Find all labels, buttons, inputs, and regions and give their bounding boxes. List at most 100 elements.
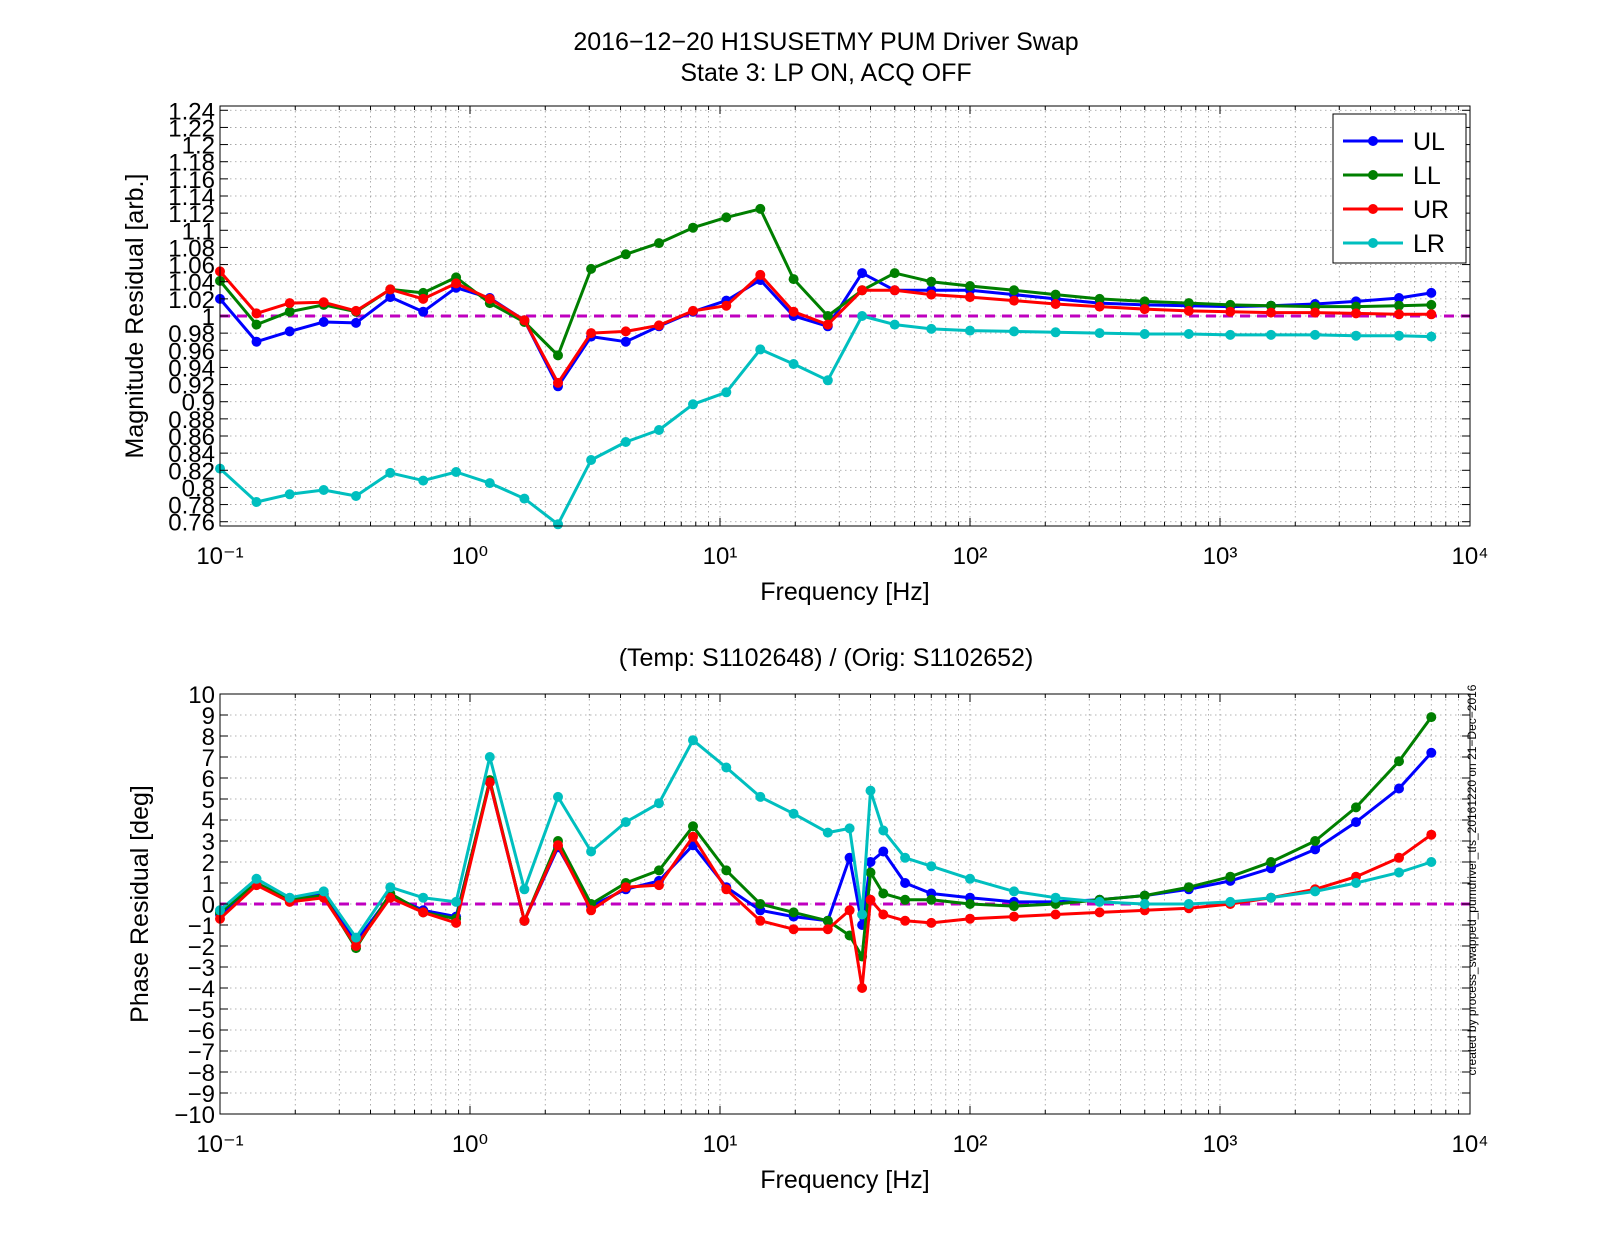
data-point-UR	[1225, 306, 1236, 317]
data-point-LL	[620, 249, 631, 260]
series-line-UL	[218, 271, 1432, 388]
data-point-LR	[351, 932, 361, 943]
data-point-LR	[284, 892, 295, 903]
y-tick-label: 0.8	[182, 475, 215, 502]
figure-title-line1: 2016−12−20 H1SUSETMY PUM Driver Swap	[573, 28, 1078, 56]
data-point-LL	[688, 821, 698, 832]
data-point-LR	[1050, 327, 1061, 338]
series-line-UL	[219, 751, 1433, 944]
phase-plot-title: (Temp: S1102648) / (Orig: S1102652)	[619, 644, 1034, 672]
data-point-LR	[1394, 330, 1404, 341]
series-line-LR	[219, 738, 1432, 940]
data-point-LL	[822, 915, 833, 926]
data-point-UR	[865, 894, 876, 905]
data-point-UR	[721, 300, 732, 311]
y-tick-label: 0.98	[168, 321, 215, 348]
data-point-LR	[251, 873, 262, 884]
data-point-UR	[351, 941, 361, 951]
data-point-UR	[654, 320, 664, 331]
y-tick-label: 0.9	[182, 390, 215, 417]
data-point-LR	[1139, 899, 1150, 909]
data-point-LR	[1351, 330, 1361, 341]
data-point-UR	[484, 777, 495, 788]
legend-swatch-marker-UL	[1368, 136, 1378, 146]
y-tick-label: 1.18	[168, 150, 215, 177]
y-tick-label: 0.96	[168, 338, 215, 365]
data-point-UR	[620, 326, 631, 337]
phase-y-axis-label: Phase Residual [deg]	[126, 785, 154, 1023]
data-point-LR	[755, 791, 766, 802]
data-point-LL	[1225, 871, 1236, 882]
data-point-UR	[553, 840, 563, 851]
data-point-LR	[857, 909, 868, 920]
data-point-LR	[1351, 878, 1361, 888]
data-point-LR	[451, 896, 462, 907]
legend-box	[1332, 113, 1467, 264]
magnitude-series	[215, 203, 1437, 530]
y-tick-label: 0.88	[168, 407, 215, 434]
series-line-LR	[218, 314, 1432, 526]
data-point-LR	[553, 791, 563, 802]
data-point-UR	[1394, 309, 1404, 320]
data-point-LR	[1050, 892, 1061, 903]
x-tick-label: 10⁴	[1451, 1131, 1488, 1158]
y-tick-label: 10	[188, 682, 215, 709]
data-point-UR	[251, 308, 262, 319]
data-point-LR	[451, 467, 462, 477]
data-point-UL	[418, 306, 429, 317]
data-point-LR	[385, 882, 396, 893]
x-tick-label: 10⁻¹	[196, 543, 243, 570]
data-point-LL	[654, 238, 664, 249]
y-tick-label: 3	[202, 829, 215, 856]
data-point-LR	[755, 344, 766, 355]
y-tick-label: −4	[188, 976, 215, 1003]
data-point-UL	[1351, 817, 1361, 828]
data-point-LL	[926, 276, 937, 287]
data-point-LL	[788, 907, 799, 918]
data-point-LL	[926, 894, 937, 905]
data-point-UR	[318, 297, 329, 308]
data-point-UR	[1094, 907, 1105, 918]
x-tick-label: 10²	[953, 1131, 988, 1158]
data-point-LR	[822, 375, 833, 386]
magnitude-y-axis-label: Magnitude Residual [arb.]	[121, 174, 149, 459]
x-tick-label: 10⁰	[452, 1131, 488, 1158]
data-point-UR	[1050, 909, 1061, 920]
data-point-UR	[926, 917, 937, 928]
legend-label-UL: UL	[1413, 128, 1445, 156]
y-tick-label: −2	[188, 934, 215, 961]
y-tick-label: 8	[202, 724, 215, 751]
y-tick-label: 1.1	[182, 218, 215, 245]
data-point-LR	[1183, 329, 1194, 339]
data-point-LR	[1094, 896, 1105, 907]
data-point-UR	[822, 319, 833, 330]
data-point-UL	[1426, 747, 1437, 758]
data-point-LR	[586, 846, 597, 857]
y-tick-label: 1	[202, 871, 215, 898]
y-tick-label: −10	[174, 1102, 215, 1129]
data-point-LL	[965, 899, 975, 909]
data-point-LR	[318, 485, 329, 495]
data-point-LL	[251, 319, 262, 330]
creation-note: created by process_swapped_pumdriver_tfs…	[1465, 684, 1479, 1075]
y-tick-label: 0.78	[168, 493, 215, 520]
data-point-LR	[878, 825, 889, 836]
y-tick-label: 1.12	[168, 201, 215, 228]
y-tick-label: 0.94	[168, 355, 215, 382]
data-point-UR	[1183, 305, 1194, 316]
data-point-LL	[889, 268, 900, 279]
data-point-LR	[385, 467, 396, 478]
legend-label-LR: LR	[1413, 230, 1445, 258]
data-point-UL	[251, 336, 262, 347]
data-point-LL	[1310, 836, 1321, 846]
data-point-UR	[451, 278, 462, 289]
data-point-UR	[1426, 309, 1437, 320]
data-point-LL	[1394, 756, 1404, 767]
data-point-UL	[857, 268, 868, 279]
data-point-UR	[788, 306, 799, 317]
y-tick-label: 1.16	[168, 167, 215, 194]
data-point-LL	[1050, 289, 1061, 300]
data-point-LR	[1426, 857, 1437, 867]
series-line-LL	[218, 207, 1432, 357]
magnitude-ticks: 0.760.780.80.820.840.860.880.90.920.940.…	[168, 98, 1488, 570]
